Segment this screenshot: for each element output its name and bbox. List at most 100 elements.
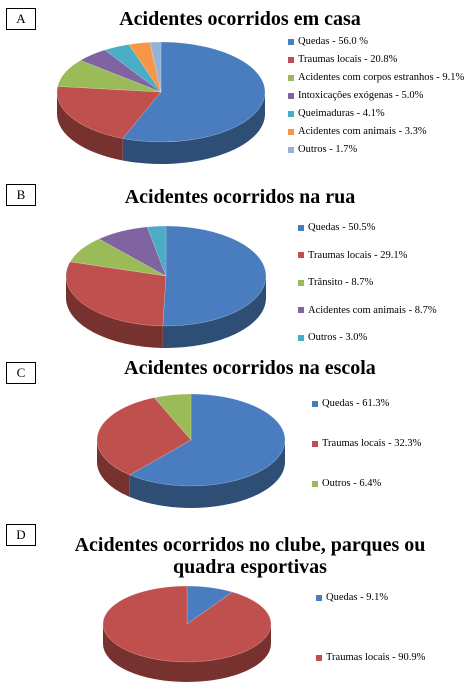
pie-chart-escola	[96, 393, 286, 508]
pie-slice	[102, 585, 272, 663]
chart-title: Acidentes ocorridos na rua	[124, 186, 356, 208]
legend-item: Queimaduras - 4.1%	[288, 108, 385, 119]
pie-side-walls	[97, 440, 285, 508]
pie-slice	[186, 585, 234, 625]
pie-slice-side	[57, 92, 123, 161]
pie-slice-side	[129, 440, 285, 508]
panel-b: B Acidentes ocorridos na rua Quedas - 50…	[0, 176, 474, 348]
legend-swatch	[288, 92, 294, 99]
legend-label: Acidentes com animais - 8.7%	[308, 304, 437, 316]
panel-c: C Acidentes ocorridos na escola Quedas -…	[0, 352, 474, 512]
panel-label: D	[6, 524, 36, 546]
pie-slice-side	[97, 440, 130, 497]
pie-chart-casa	[56, 41, 266, 164]
legend-label: Quedas - 61.3%	[322, 398, 390, 409]
legend-label: Acidentes com animais - 3.3%	[298, 126, 427, 137]
pie-slice-side	[103, 624, 271, 682]
pie-slice	[98, 226, 167, 277]
legend-item: Trânsito - 8.7%	[298, 277, 373, 288]
pie-side-walls	[103, 624, 271, 682]
legend-swatch	[298, 279, 304, 286]
legend-item: Quedas - 61.3%	[312, 398, 389, 409]
chart-title: Acidentes ocorridos na escola	[124, 357, 376, 379]
legend-item: Traumas locais - 32.3%	[312, 438, 421, 449]
legend-escola: Quedas - 61.3% Traumas locais - 32.3% Outr…	[312, 398, 472, 508]
legend-label: Outros - 6.4%	[322, 478, 382, 489]
legend-label: Trânsito - 8.7%	[308, 277, 374, 288]
pie-side-walls	[66, 276, 266, 348]
pie-slice	[122, 41, 266, 143]
legend-item: Acidentes com animais - 8.7%	[298, 305, 437, 316]
legend-casa: Quedas - 56.0 % Traumas locais - 20.8% Aci…	[288, 36, 472, 176]
legend-item: Outros - 6.4%	[312, 478, 381, 489]
legend-swatch	[298, 307, 304, 313]
panel-label: A	[6, 8, 36, 30]
legend-swatch	[288, 128, 294, 135]
legend-swatch	[288, 56, 294, 63]
legend-label: Traumas locais - 90.9%	[326, 652, 426, 663]
legend-item: Quedas - 9.1%	[316, 592, 388, 603]
legend-label: Acidentes com corpos estranhos - 9.1%	[298, 72, 465, 83]
pie-chart-clube	[102, 585, 272, 682]
pie-slice	[79, 49, 162, 93]
pie-slice	[153, 393, 192, 441]
pie-top	[56, 41, 266, 143]
legend-swatch	[298, 224, 304, 231]
pie-slice	[149, 41, 162, 93]
chart-title: Acidentes ocorridos em casa	[119, 8, 361, 30]
legend-item: Traumas locais - 29.1%	[298, 250, 407, 261]
legend-item: Acidentes com animais - 3.3%	[288, 126, 427, 137]
legend-swatch	[298, 334, 304, 341]
legend-label: Quedas - 9.1%	[326, 592, 389, 603]
legend-item: Traumas locais - 90.9%	[316, 652, 425, 663]
pie-slice	[162, 225, 267, 327]
legend-item: Acidentes com corpos estranhos - 9.1%	[288, 72, 464, 83]
pie-slice	[128, 42, 162, 93]
legend-swatch	[316, 654, 322, 661]
legend-item: Quedas - 50.5%	[298, 222, 375, 233]
legend-swatch	[316, 594, 322, 601]
pie-slice	[146, 225, 167, 277]
legend-label: Traumas locais - 32.3%	[322, 438, 422, 449]
pie-slice	[129, 393, 286, 487]
pie-slice	[56, 86, 162, 139]
legend-item: Quedas - 56.0 %	[288, 36, 368, 47]
legend-label: Outros - 3.0%	[308, 332, 368, 343]
pie-slice-side	[162, 276, 266, 348]
pie-top	[102, 585, 272, 663]
pie-top	[65, 225, 267, 327]
legend-label: Quedas - 50.5%	[308, 222, 376, 233]
legend-swatch	[288, 146, 294, 153]
pie-side-walls	[57, 92, 265, 164]
legend-swatch	[288, 74, 294, 81]
legend-swatch	[312, 440, 318, 447]
legend-item: Intoxicações exógenas - 5.0%	[288, 90, 423, 101]
legend-swatch	[288, 110, 294, 117]
panel-d: D Acidentes ocorridos no clube, parques …	[0, 520, 474, 689]
panel-label: C	[6, 362, 36, 384]
chart-title-line-1: Acidentes ocorridos no clube, parques ou	[74, 534, 426, 556]
pie-slice	[96, 397, 192, 476]
legend-label: Intoxicações exógenas - 5.0%	[298, 90, 424, 101]
legend-swatch	[312, 400, 318, 407]
legend-label: Quedas - 56.0 %	[298, 36, 368, 47]
legend-swatch	[312, 480, 318, 487]
legend-item: Traumas locais - 20.8%	[288, 54, 397, 65]
pie-slice	[69, 238, 167, 277]
pie-slice	[65, 261, 167, 327]
pie-slice-side	[122, 92, 265, 164]
pie-chart-rua	[65, 225, 267, 348]
legend-swatch	[288, 38, 294, 45]
legend-label: Outros - 1.7%	[298, 144, 358, 155]
legend-item: Outros - 1.7%	[288, 144, 357, 155]
pie-top	[96, 393, 286, 487]
legend-swatch	[298, 252, 304, 258]
legend-label: Traumas locais - 29.1%	[308, 249, 408, 261]
pie-slice	[57, 60, 162, 93]
legend-label: Queimaduras - 4.1%	[298, 108, 385, 119]
pie-slice-side	[66, 276, 163, 348]
chart-title-line-2: quadra esportivas	[173, 556, 327, 578]
legend-rua: Quedas - 50.5% Traumas locais - 29.1% Trân…	[298, 222, 474, 346]
legend-item: Outros - 3.0%	[298, 332, 367, 343]
panel-a: A Acidentes ocorridos em casa Quedas - 5…	[0, 0, 474, 180]
